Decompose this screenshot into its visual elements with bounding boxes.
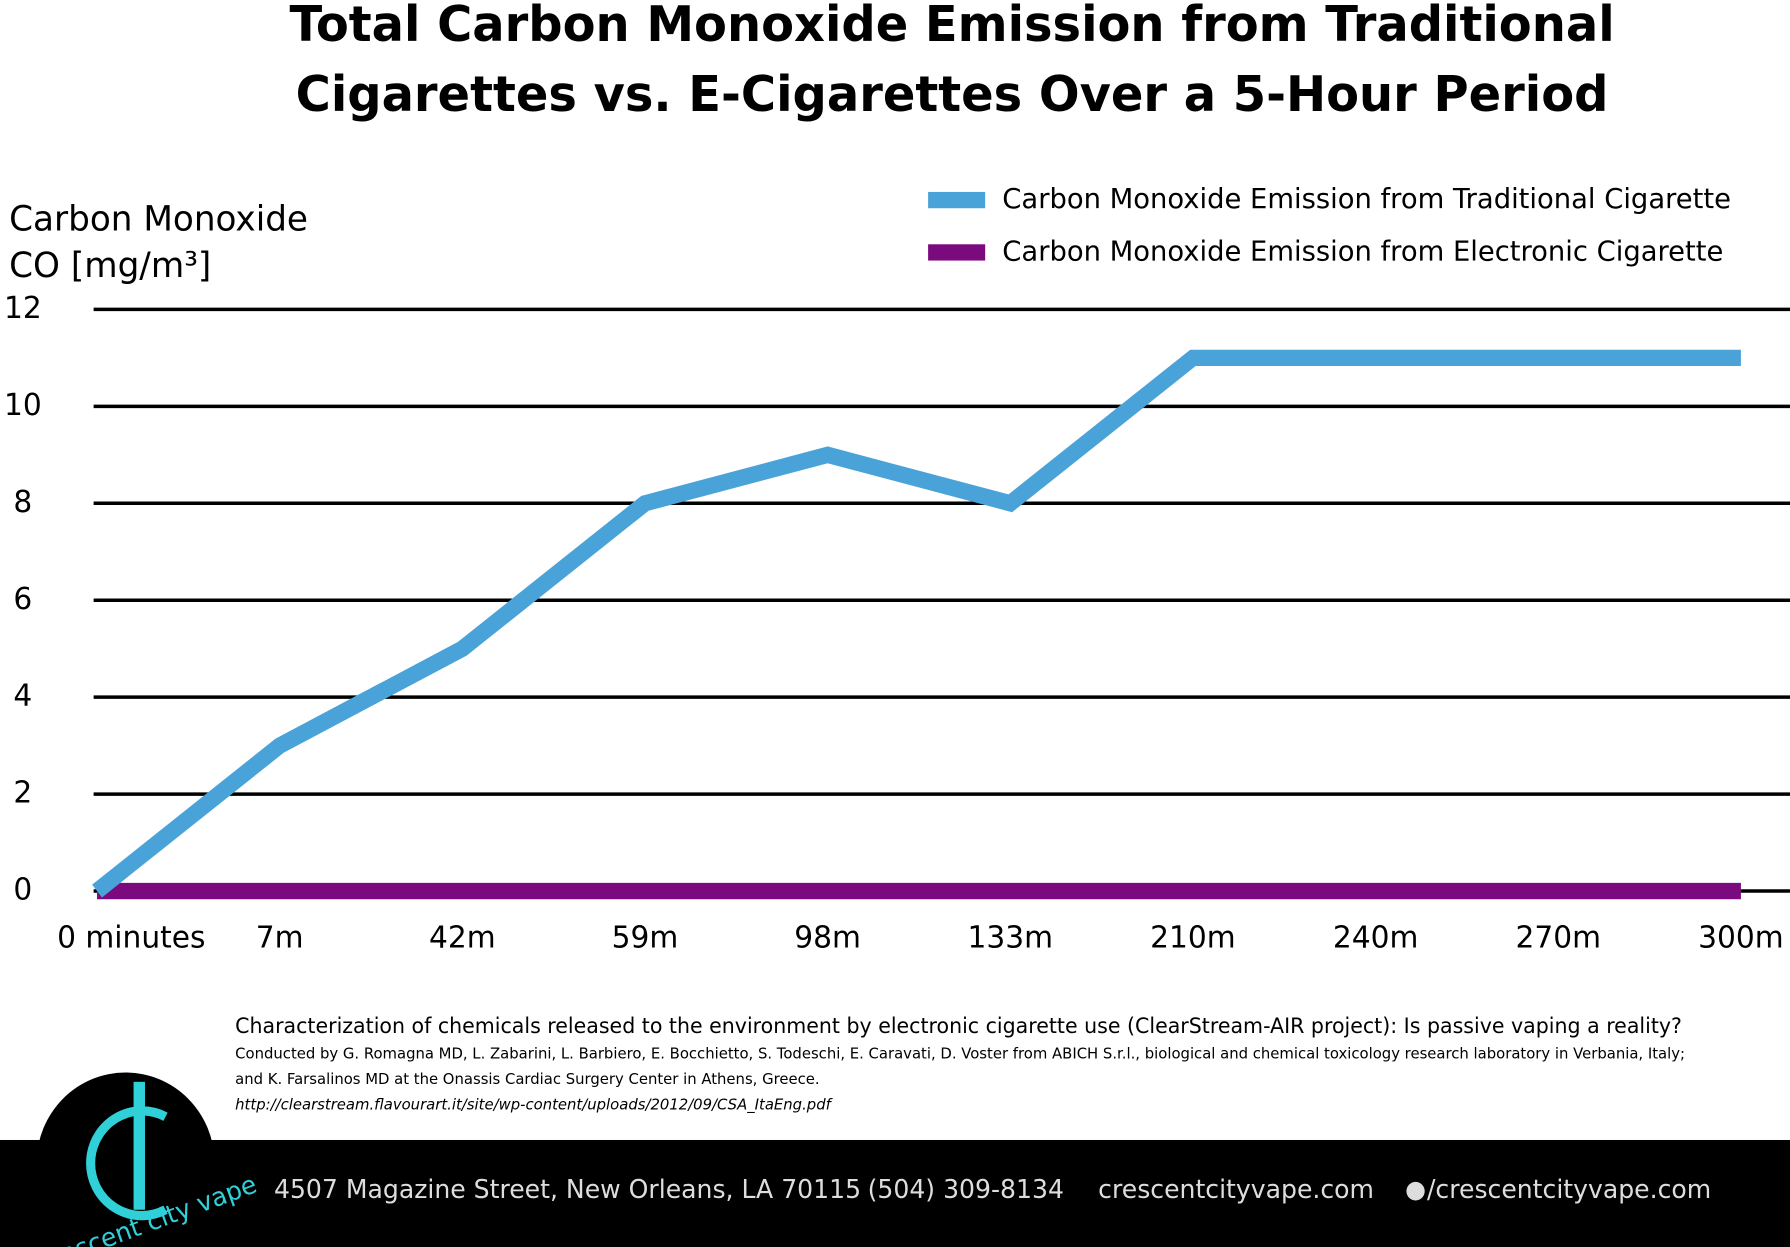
y-axis-label: Carbon Monoxide xyxy=(9,199,308,239)
x-tick-label: 0 minutes xyxy=(57,920,205,955)
x-tick-label: 59m xyxy=(612,920,679,955)
chart-title: Cigarettes vs. E-Cigarettes Over a 5-Hou… xyxy=(296,66,1609,123)
y-tick-label: 2 xyxy=(13,775,32,810)
footer-bar xyxy=(0,1139,1790,1247)
legend-swatch xyxy=(928,244,986,261)
source-authors: Conducted by G. Romagna MD, L. Zabarini,… xyxy=(235,1044,1685,1062)
y-tick-label: 6 xyxy=(13,582,32,617)
x-tick-label: 240m xyxy=(1333,920,1419,955)
y-tick-label: 4 xyxy=(13,678,32,713)
x-tick-label: 210m xyxy=(1150,920,1236,955)
footer-phone: (504) 309-8134 xyxy=(868,1174,1064,1204)
y-tick-label: 0 xyxy=(13,872,32,907)
footer-facebook[interactable]: /crescentcityvape.com xyxy=(1427,1174,1711,1204)
x-tick-label: 300m xyxy=(1698,920,1784,955)
source-url: http://clearstream.flavourart.it/site/wp… xyxy=(235,1095,833,1114)
legend-label: Carbon Monoxide Emission from Electronic… xyxy=(1002,234,1723,267)
chart-title: Total Carbon Monoxide Emission from Trad… xyxy=(290,0,1615,53)
legend-label: Carbon Monoxide Emission from Traditiona… xyxy=(1002,182,1731,215)
x-tick-label: 98m xyxy=(794,920,861,955)
footer-website[interactable]: crescentcityvape.com xyxy=(1098,1174,1374,1204)
footer-address: 4507 Magazine Street, New Orleans, LA 70… xyxy=(274,1174,861,1204)
source-authors: and K. Farsalinos MD at the Onassis Card… xyxy=(235,1070,819,1088)
x-tick-label: 42m xyxy=(429,920,496,955)
source-title: Characterization of chemicals released t… xyxy=(235,1014,1682,1038)
x-tick-label: 7m xyxy=(256,920,304,955)
y-tick-label: 12 xyxy=(4,291,42,326)
legend-swatch xyxy=(928,191,986,209)
y-tick-label: 10 xyxy=(4,388,42,423)
y-axis-label: CO [mg/m³] xyxy=(9,246,211,286)
facebook-icon xyxy=(1406,1181,1425,1201)
y-tick-label: 8 xyxy=(13,485,32,520)
data-line xyxy=(92,349,1741,898)
x-tick-label: 133m xyxy=(968,920,1054,955)
logo-circle xyxy=(36,1072,215,1247)
x-tick-label: 270m xyxy=(1515,920,1601,955)
logo-mark xyxy=(133,1081,145,1210)
